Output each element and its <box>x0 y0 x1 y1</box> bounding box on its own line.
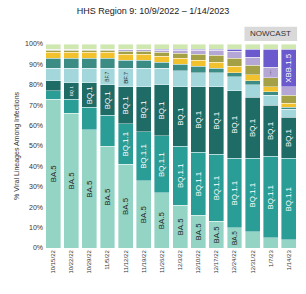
svg-text:BF.7: BF.7 <box>123 71 129 84</box>
svg-text:BA.5: BA.5 <box>212 226 221 244</box>
svg-text:BQ.1: BQ.1 <box>69 86 74 97</box>
svg-text:80%: 80% <box>29 81 43 88</box>
svg-text:BQ.1: BQ.1 <box>85 86 94 104</box>
svg-text:BQ.1: BQ.1 <box>139 101 148 119</box>
svg-text:BQ.1.1: BQ.1.1 <box>157 152 166 177</box>
svg-text:BQ.1.1: BQ.1.1 <box>176 164 185 189</box>
svg-text:BQ.1: BQ.1 <box>212 112 221 130</box>
svg-text:BQ.1.1: BQ.1.1 <box>194 172 203 197</box>
svg-text:10%: 10% <box>29 224 43 231</box>
svg-text:BA.5: BA.5 <box>176 218 185 236</box>
svg-text:12/17/22: 12/17/22 <box>213 250 219 274</box>
svg-text:BQ.1: BQ.1 <box>121 96 130 114</box>
svg-text:BQ.1: BQ.1 <box>284 129 293 147</box>
svg-text:12/31/22: 12/31/22 <box>250 250 256 274</box>
svg-text:11/5/22: 11/5/22 <box>104 250 110 270</box>
svg-text:BQ.1: BQ.1 <box>248 119 257 137</box>
svg-text:XBB: XBB <box>269 70 271 75</box>
svg-text:BA.5: BA.5 <box>67 172 76 190</box>
svg-text:BQ.1.1: BQ.1.1 <box>266 185 275 210</box>
svg-text:0%: 0% <box>33 244 43 251</box>
svg-text:BA.5: BA.5 <box>157 212 166 230</box>
svg-text:11/19/22: 11/19/22 <box>141 250 147 274</box>
svg-text:1/14/23: 1/14/23 <box>286 250 292 271</box>
svg-text:BQ.1: BQ.1 <box>157 102 166 120</box>
svg-text:XBB.1.5: XBB.1.5 <box>284 53 293 83</box>
svg-text:HHS Region 9: 10/9/2022 – 1/14: HHS Region 9: 10/9/2022 – 1/14/2023 <box>77 6 230 16</box>
svg-text:100%: 100% <box>25 40 43 47</box>
svg-text:10/15/22: 10/15/22 <box>50 250 56 274</box>
svg-text:BQ.1.1: BQ.1.1 <box>230 181 239 206</box>
svg-text:BA.5: BA.5 <box>85 180 94 198</box>
svg-text:BQ.1.1: BQ.1.1 <box>212 176 221 201</box>
svg-text:BQ.1: BQ.1 <box>103 91 112 109</box>
svg-text:BQ.1: BQ.1 <box>266 122 275 140</box>
svg-text:11/26/22: 11/26/22 <box>159 250 165 274</box>
svg-text:11/12/22: 11/12/22 <box>123 250 129 274</box>
svg-text:1/7/23: 1/7/23 <box>268 250 274 267</box>
svg-text:BA.5: BA.5 <box>103 188 112 206</box>
svg-text:BQ.1.1: BQ.1.1 <box>284 187 293 212</box>
svg-text:BQ.1: BQ.1 <box>230 116 239 134</box>
svg-text:NOWCAST: NOWCAST <box>250 29 291 38</box>
svg-text:BQ.1.1: BQ.1.1 <box>248 183 257 208</box>
svg-text:12/10/22: 12/10/22 <box>195 250 201 274</box>
svg-text:10/29/22: 10/29/22 <box>86 250 92 274</box>
svg-text:30%: 30% <box>29 183 43 190</box>
svg-text:20%: 20% <box>29 204 43 211</box>
svg-text:BA.5: BA.5 <box>139 205 148 223</box>
svg-text:BA.5: BA.5 <box>231 231 238 245</box>
svg-text:% Viral Lineages Among Infecti: % Viral Lineages Among Infections <box>13 91 21 200</box>
svg-text:90%: 90% <box>29 61 43 68</box>
svg-text:BA.5: BA.5 <box>194 223 203 241</box>
svg-text:60%: 60% <box>29 122 43 129</box>
svg-text:50%: 50% <box>29 142 43 149</box>
svg-text:10/22/22: 10/22/22 <box>68 250 74 274</box>
svg-text:BQ.1: BQ.1 <box>194 111 203 129</box>
svg-text:BA.5: BA.5 <box>49 165 58 183</box>
svg-text:12/3/22: 12/3/22 <box>177 250 183 271</box>
svg-text:BQ.1.1: BQ.1.1 <box>139 144 148 169</box>
svg-text:40%: 40% <box>29 163 43 170</box>
svg-text:BF.7: BF.7 <box>104 72 110 82</box>
svg-text:70%: 70% <box>29 102 43 109</box>
svg-text:BA.5: BA.5 <box>121 197 130 215</box>
svg-text:BQ.1: BQ.1 <box>176 108 185 126</box>
svg-text:BQ.1.1: BQ.1.1 <box>121 132 130 157</box>
svg-text:12/24/22: 12/24/22 <box>231 250 237 274</box>
